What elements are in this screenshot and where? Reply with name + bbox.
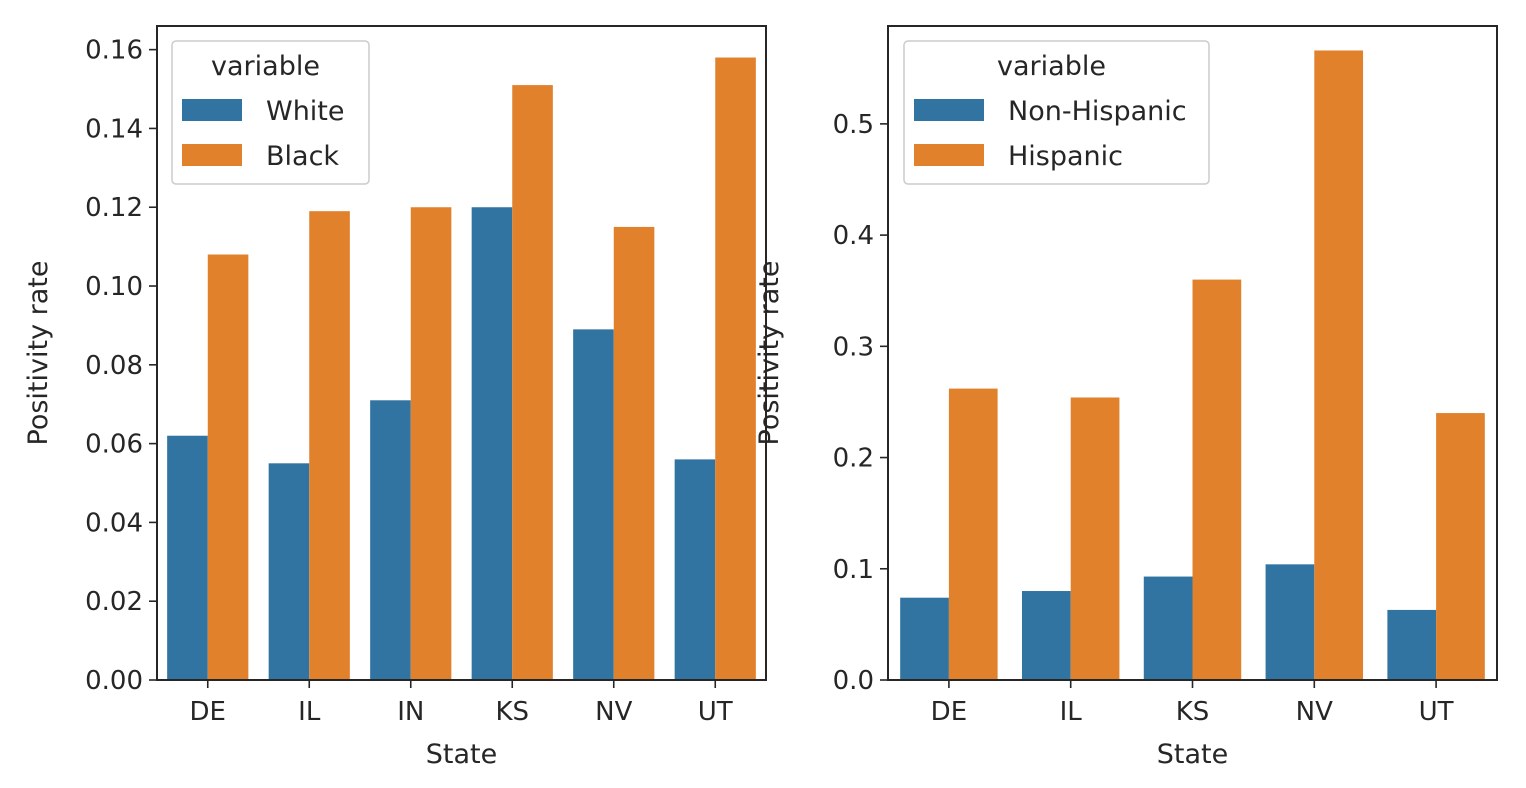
legend-title: variable	[211, 51, 320, 82]
bar-non-hispanic-ks	[1143, 576, 1193, 680]
bar-hispanic-nv	[1314, 50, 1364, 681]
bar-non-hispanic-il	[1021, 591, 1071, 680]
y-tick-label: 0.10	[85, 272, 143, 302]
x-tick-label: DE	[190, 697, 226, 727]
y-tick-label: 0.5	[833, 110, 874, 140]
bar-non-hispanic-nv	[1265, 564, 1315, 680]
x-ticks: DE IL KS NV UT	[931, 680, 1454, 727]
y-ticks: 0.00 0.02 0.04 0.06 0.08 0.10 0.12 0.14 0.16	[85, 36, 157, 696]
x-tick-label: NV	[595, 697, 632, 727]
y-axis-label: Positivity rate	[23, 261, 54, 446]
legend-swatch-hispanic	[914, 144, 984, 166]
x-ticks: DE IL IN KS NV UT	[190, 680, 733, 727]
bar-hispanic-de	[948, 388, 998, 680]
x-tick-label: IN	[397, 697, 424, 727]
bar-white-de	[167, 435, 208, 680]
legend: variable Non-Hispanic Hispanic	[903, 40, 1210, 185]
bar-white-ut	[674, 459, 716, 680]
legend-label-hispanic: Hispanic	[1008, 141, 1123, 172]
x-axis-label: State	[1157, 739, 1228, 770]
y-tick-label: 0.02	[85, 587, 143, 617]
chart-nonhispanic-hispanic: 0.0 0.1 0.2 0.3 0.4 0.5 DE IL KS NV UT State Posi…	[754, 25, 1498, 770]
legend-swatch-non-hispanic	[914, 99, 984, 121]
y-ticks: 0.0 0.1 0.2 0.3 0.4 0.5	[833, 110, 888, 696]
bar-white-il	[268, 463, 310, 680]
bar-black-ks	[512, 85, 553, 681]
legend-swatch-black	[182, 144, 242, 166]
x-tick-label: IL	[1060, 697, 1083, 727]
y-tick-label: 0.04	[85, 508, 143, 538]
y-tick-label: 0.0	[833, 666, 874, 696]
y-tick-label: 0.12	[85, 193, 143, 223]
legend-title: variable	[997, 51, 1106, 82]
bar-black-ut	[715, 57, 756, 680]
bars-group	[900, 50, 1485, 681]
x-tick-label: UT	[698, 697, 733, 727]
x-axis-label: State	[426, 739, 497, 770]
legend: variable White Black	[171, 40, 370, 185]
bars-group	[167, 57, 756, 681]
bar-hispanic-il	[1070, 397, 1120, 680]
x-tick-label: KS	[1176, 697, 1210, 727]
x-tick-label: KS	[495, 697, 529, 727]
legend-label-white: White	[266, 96, 345, 127]
bar-non-hispanic-ut	[1387, 609, 1437, 680]
legend-label-non-hispanic: Non-Hispanic	[1008, 96, 1187, 127]
x-tick-label: UT	[1419, 697, 1454, 727]
plot-frame	[156, 25, 767, 681]
y-tick-label: 0.2	[833, 444, 874, 474]
y-tick-label: 0.4	[833, 221, 874, 251]
y-tick-label: 0.08	[85, 351, 143, 381]
y-tick-label: 0.16	[85, 36, 143, 66]
bar-white-nv	[573, 329, 614, 680]
bar-black-de	[207, 254, 249, 680]
chart-white-black: 0.00 0.02 0.04 0.06 0.08 0.10 0.12 0.14 0.16 DE I…	[23, 25, 767, 770]
y-tick-label: 0.14	[85, 114, 143, 144]
bar-white-in	[370, 400, 411, 680]
legend-swatch-white	[182, 99, 242, 121]
y-axis-label: Positivity rate	[754, 261, 785, 446]
legend-label-black: Black	[266, 141, 339, 172]
x-tick-label: DE	[931, 697, 967, 727]
bar-black-nv	[613, 226, 655, 680]
x-tick-label: IL	[298, 697, 321, 727]
y-tick-label: 0.00	[85, 666, 143, 696]
y-tick-label: 0.1	[833, 555, 874, 585]
y-tick-label: 0.3	[833, 332, 874, 362]
bar-hispanic-ks	[1192, 279, 1242, 680]
bar-hispanic-ut	[1436, 413, 1485, 680]
y-tick-label: 0.06	[85, 430, 143, 460]
bar-black-il	[309, 211, 350, 681]
bar-non-hispanic-de	[900, 597, 949, 680]
plot-frame	[887, 25, 1498, 681]
x-tick-label: NV	[1296, 697, 1333, 727]
bar-white-ks	[471, 207, 513, 681]
bar-black-in	[410, 207, 452, 681]
